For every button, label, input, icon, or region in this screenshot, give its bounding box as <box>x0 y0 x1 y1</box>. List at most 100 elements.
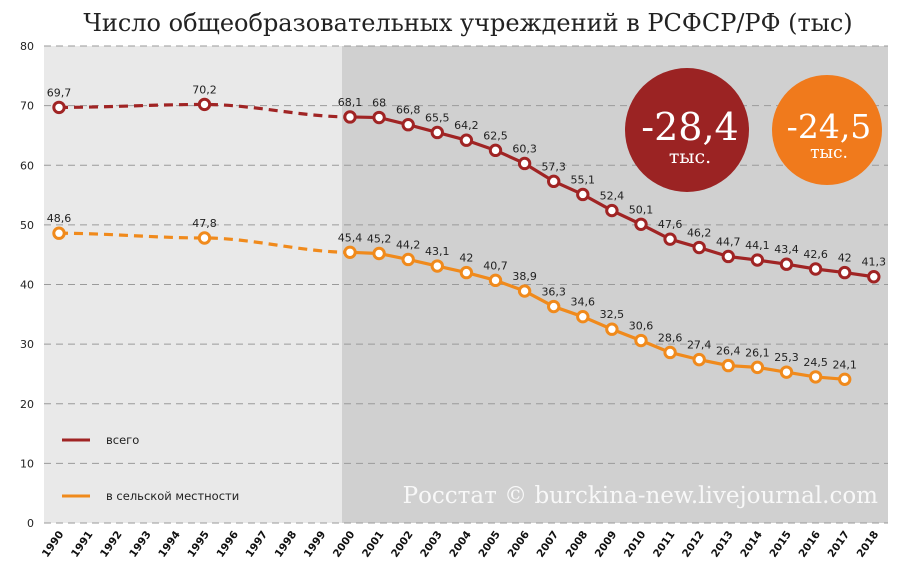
data-label-total: 70,2 <box>192 83 217 96</box>
data-point-total <box>343 110 357 124</box>
data-point-rural <box>401 252 415 267</box>
data-point-total <box>634 217 648 231</box>
badge-total-value: -28,4 <box>641 105 738 149</box>
data-label-rural: 45,2 <box>367 232 392 245</box>
data-label-total: 44,7 <box>716 235 741 248</box>
data-label-total: 52,4 <box>600 190 625 203</box>
data-labels: 69,7 70,2 68,1 68 66,8 65,5 64,2 62,5 60,3 57,3 55… <box>47 83 886 371</box>
data-point-rural <box>430 259 444 273</box>
data-label-rural: 32,5 <box>600 308 625 321</box>
data-point-total <box>808 262 823 276</box>
badge-total-unit: тыс. <box>669 146 711 168</box>
badge-rural-decline: -24,5 тыс. <box>772 75 882 185</box>
data-point-rural <box>372 246 386 261</box>
data-point-total <box>401 118 415 132</box>
data-point-total <box>692 240 706 255</box>
data-label-rural: 24,1 <box>832 358 857 371</box>
data-point-total <box>52 100 66 115</box>
data-point-total <box>459 133 474 147</box>
badge-rural-unit: тыс. <box>810 143 848 163</box>
data-label-rural: 28,6 <box>658 331 683 344</box>
data-label-rural: 30,6 <box>629 320 654 333</box>
y-tick-label: 60 <box>20 159 34 172</box>
data-point-rural <box>517 284 532 298</box>
badge-total-decline: -28,4 тыс. <box>625 68 749 192</box>
data-point-rural <box>808 370 823 384</box>
data-label-total: 69,7 <box>47 86 72 99</box>
series-line-dashed-total <box>58 102 351 119</box>
data-label-rural: 26,1 <box>745 346 770 359</box>
data-label-rural: 34,6 <box>571 296 596 309</box>
data-label-rural: 43,1 <box>425 245 450 258</box>
y-tick-label: 30 <box>20 338 34 351</box>
data-point-rural <box>488 273 503 288</box>
data-label-total: 62,5 <box>483 129 508 142</box>
data-label-total: 43,4 <box>774 243 799 256</box>
data-point-rural <box>343 245 357 260</box>
data-point-total <box>838 265 852 280</box>
data-label-total: 64,2 <box>454 119 479 132</box>
data-label-total: 47,6 <box>658 218 683 231</box>
data-point-rural <box>605 322 619 336</box>
data-label-total: 55,1 <box>571 173 596 186</box>
data-label-rural: 36,3 <box>541 286 566 299</box>
data-point-rural <box>692 352 706 367</box>
data-point-total <box>663 232 677 246</box>
data-point-total <box>372 110 386 125</box>
y-tick-label: 50 <box>20 219 34 232</box>
data-label-rural: 38,9 <box>512 270 537 283</box>
data-label-rural: 47,8 <box>192 217 217 230</box>
data-label-total: 46,2 <box>687 227 712 240</box>
gridlines <box>44 45 888 524</box>
data-label-rural: 40,7 <box>483 259 508 272</box>
data-label-rural: 27,4 <box>687 339 712 352</box>
y-tick-label: 0 <box>27 517 34 530</box>
y-axis: 0 10 20 30 40 50 60 70 80 <box>20 40 34 530</box>
data-point-rural <box>779 365 794 379</box>
y-tick-label: 20 <box>20 398 34 411</box>
data-point-total <box>721 249 735 264</box>
data-point-rural <box>663 345 677 360</box>
watermark: Росстат © burckina-new.livejournal.com <box>403 483 879 509</box>
data-point-rural <box>459 265 474 280</box>
data-point-total <box>867 270 881 284</box>
data-point-total <box>779 257 794 271</box>
data-label-total: 65,5 <box>425 111 450 124</box>
data-point-rural <box>547 299 561 314</box>
y-tick-label: 40 <box>20 279 34 292</box>
data-label-total: 42 <box>838 252 852 265</box>
data-label-total: 44,1 <box>745 239 770 252</box>
y-tick-label: 10 <box>20 457 34 470</box>
data-point-total <box>576 187 590 202</box>
data-label-total: 66,8 <box>396 104 421 117</box>
data-label-total: 50,1 <box>629 203 654 216</box>
data-point-total <box>750 253 765 267</box>
badge-rural-circle <box>772 75 882 185</box>
data-point-rural <box>721 358 735 373</box>
data-point-rural <box>750 360 765 375</box>
data-label-rural: 24,5 <box>803 356 828 369</box>
y-tick-label: 70 <box>20 100 34 113</box>
data-point-rural <box>634 333 648 348</box>
series-layer <box>52 97 881 387</box>
data-label-rural: 25,3 <box>774 351 799 364</box>
data-label-total: 68,1 <box>338 96 363 109</box>
data-label-rural: 48,6 <box>47 212 72 225</box>
data-label-rural: 44,2 <box>396 238 421 251</box>
data-point-rural <box>576 309 590 324</box>
data-point-total <box>197 97 212 112</box>
data-point-total <box>488 143 503 158</box>
badge-total-circle <box>625 68 749 192</box>
data-label-total: 60,3 <box>512 142 537 155</box>
series-line-dashed-rural <box>58 231 351 254</box>
data-label-total: 42,6 <box>803 248 828 261</box>
data-label-total: 68 <box>372 97 386 110</box>
data-label-total: 41,3 <box>862 256 887 269</box>
data-label-rural: 26,4 <box>716 345 741 358</box>
data-point-total <box>547 174 561 189</box>
legend-label-total: всего <box>106 433 139 447</box>
data-point-total <box>430 125 444 140</box>
legend-label-rural: в сельской местности <box>106 489 239 503</box>
data-point-total <box>605 203 619 218</box>
